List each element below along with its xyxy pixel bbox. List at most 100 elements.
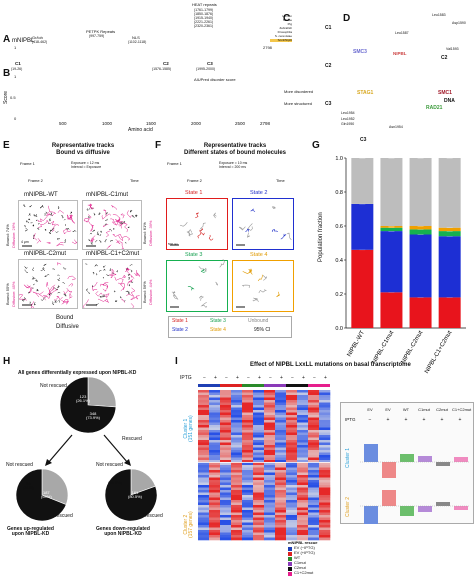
track bbox=[71, 239, 77, 245]
heatmap-cell bbox=[286, 520, 298, 523]
heatmap-cell bbox=[275, 415, 287, 418]
heatmap-cell bbox=[275, 530, 287, 533]
heatmap-cell bbox=[275, 517, 287, 521]
iptg-state: + bbox=[302, 375, 305, 381]
track bbox=[112, 228, 115, 230]
track bbox=[126, 210, 132, 218]
heatmap-cell bbox=[286, 395, 298, 398]
legend-swatch bbox=[288, 557, 292, 561]
heatmap-cell bbox=[242, 452, 254, 456]
heatmap-cell bbox=[242, 422, 254, 426]
inset-iptg-state: + bbox=[440, 417, 444, 423]
heatmap-cell bbox=[253, 427, 265, 431]
heatmap-cell bbox=[209, 515, 221, 518]
heatmap-cell bbox=[220, 437, 232, 441]
heatmap-cell bbox=[242, 475, 254, 478]
heatmap-cell bbox=[264, 395, 276, 398]
heatmap-cell bbox=[297, 517, 309, 521]
heatmap-cell bbox=[286, 390, 298, 393]
heatmap-cell bbox=[308, 500, 320, 503]
heatmap-cell bbox=[198, 470, 210, 473]
heatmap-cell bbox=[242, 440, 254, 443]
heatmap-cell bbox=[198, 477, 210, 481]
heatmap-cell bbox=[220, 402, 232, 406]
heatmap-cell bbox=[198, 485, 210, 488]
heatmap-cell bbox=[209, 465, 221, 468]
pie-slice bbox=[104, 468, 158, 522]
heatmap-cell bbox=[253, 455, 265, 458]
heatmap-cell bbox=[231, 415, 243, 418]
heatmap-cell bbox=[286, 400, 298, 403]
g-bar-segment bbox=[409, 297, 432, 328]
species-4: Drosophila bbox=[277, 30, 292, 34]
heatmap-cell bbox=[231, 460, 243, 463]
heatmap-cell bbox=[253, 530, 265, 533]
e-cell-1-name: mNIPBL-C1mut bbox=[86, 192, 129, 198]
heatmap-cell bbox=[209, 440, 221, 443]
heatmap-cell bbox=[231, 497, 243, 501]
heatmap-cell bbox=[286, 407, 298, 411]
heatmap-cell bbox=[308, 492, 320, 496]
heatmap-cell bbox=[242, 417, 254, 421]
start-index: 1 bbox=[14, 45, 17, 50]
heatmap-cell bbox=[220, 525, 232, 528]
heatmap-cell bbox=[253, 490, 265, 493]
heatmap-cell bbox=[242, 532, 254, 536]
track bbox=[63, 287, 70, 295]
heatmap-cell bbox=[308, 447, 320, 451]
heatmap-cell bbox=[209, 505, 221, 508]
heatmap-cell bbox=[242, 502, 254, 506]
e-cell-3-bound: Bound: 56% bbox=[142, 281, 147, 303]
heatmap-cell bbox=[297, 450, 309, 453]
track bbox=[104, 298, 110, 303]
track bbox=[89, 232, 92, 235]
heatmap-cell bbox=[209, 520, 221, 523]
track bbox=[44, 212, 46, 216]
heatmap-cell bbox=[198, 452, 210, 456]
heatmap-cell bbox=[308, 490, 320, 493]
heatmap-cell bbox=[308, 390, 320, 393]
heatmap-cell bbox=[286, 502, 298, 506]
heatmap-cell bbox=[264, 417, 276, 421]
heatmap-cell bbox=[253, 417, 265, 421]
inset-iptg-state: + bbox=[458, 417, 462, 423]
condition-swatch bbox=[242, 384, 264, 387]
track bbox=[128, 276, 130, 280]
heatmap-cell bbox=[209, 407, 221, 411]
heatmap-cell bbox=[319, 407, 331, 411]
heatmap-cell bbox=[231, 405, 243, 408]
track bbox=[90, 242, 93, 245]
heatmap-cell bbox=[308, 495, 320, 498]
track bbox=[43, 294, 51, 300]
h-main-rescued: Rescued bbox=[122, 436, 142, 442]
heatmap-cell bbox=[286, 532, 298, 536]
heatmap-cell bbox=[242, 485, 254, 488]
state-track bbox=[246, 232, 251, 238]
inset-iptg-state: + bbox=[404, 417, 408, 423]
cluster-divider bbox=[198, 462, 330, 463]
heatmap-cell bbox=[198, 525, 210, 528]
track bbox=[64, 294, 67, 297]
state-track bbox=[241, 284, 250, 288]
condition-swatch bbox=[308, 384, 330, 387]
heatmap-cell bbox=[264, 490, 276, 493]
heatmap-cell bbox=[220, 432, 232, 436]
heatmap-cell bbox=[220, 410, 232, 413]
heatmap-cell bbox=[308, 477, 320, 481]
heatmap-cell bbox=[308, 502, 320, 506]
state-track bbox=[173, 294, 179, 300]
heatmap-cell bbox=[220, 497, 232, 501]
state-track bbox=[186, 231, 191, 237]
track bbox=[32, 237, 35, 240]
heatmap-cell bbox=[209, 452, 221, 456]
heatmap-cell bbox=[275, 452, 287, 456]
heatmap-cell bbox=[253, 392, 265, 396]
heatmap-cell bbox=[297, 395, 309, 398]
heatmap-cell bbox=[286, 482, 298, 486]
heatmap-cell bbox=[253, 512, 265, 516]
heatmap-cell bbox=[308, 485, 320, 488]
heatmap-cell bbox=[209, 435, 221, 438]
e-time: Time bbox=[130, 178, 139, 183]
heatmap-cell bbox=[264, 410, 276, 413]
heatmap-cell bbox=[209, 467, 221, 471]
